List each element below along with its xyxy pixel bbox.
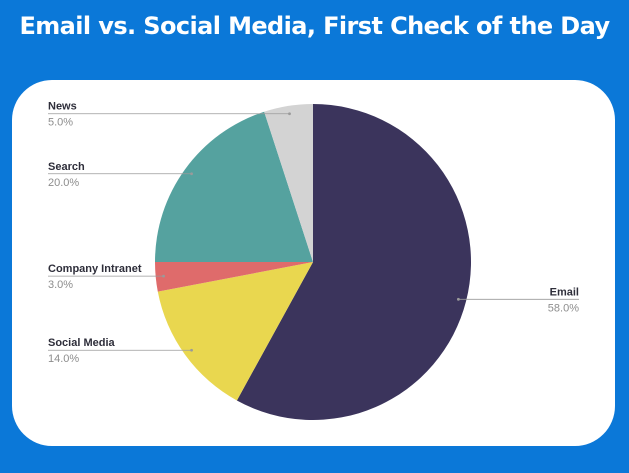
slice-value-news: 5.0% (48, 117, 73, 129)
leader-dot-search (190, 172, 193, 176)
slice-label-social-media: Social Media (48, 337, 116, 349)
pie-slice-email (236, 104, 471, 420)
slice-label-company-intranet: Company Intranet (48, 263, 142, 275)
slice-value-email: 58.0% (548, 302, 579, 314)
chart-title: Email vs. Social Media, First Check of t… (19, 12, 610, 40)
slice-label-news: News (48, 101, 77, 113)
slice-value-company-intranet: 3.0% (48, 279, 73, 291)
leader-dot-company-intranet (162, 274, 165, 278)
pie-slice-social-media (157, 262, 313, 401)
leader-dot-email (456, 297, 460, 301)
pie-slice-search (155, 111, 313, 263)
leader-dot-news (288, 112, 291, 116)
slice-label-email: Email (550, 286, 579, 298)
pie-chart: Email 58.0% Social Media 14.0% Company Intra… (48, 101, 579, 420)
slice-label-search: Search (48, 161, 85, 173)
chart-card: Email 58.0% Social Media 14.0% Company Intra… (12, 80, 615, 446)
pie-slice-news (264, 104, 313, 262)
slice-value-search: 20.0% (48, 177, 79, 189)
pie-slice-company-intranet (155, 262, 313, 292)
leader-dot-social-media (190, 348, 193, 352)
slice-value-social-media: 14.0% (48, 353, 79, 365)
